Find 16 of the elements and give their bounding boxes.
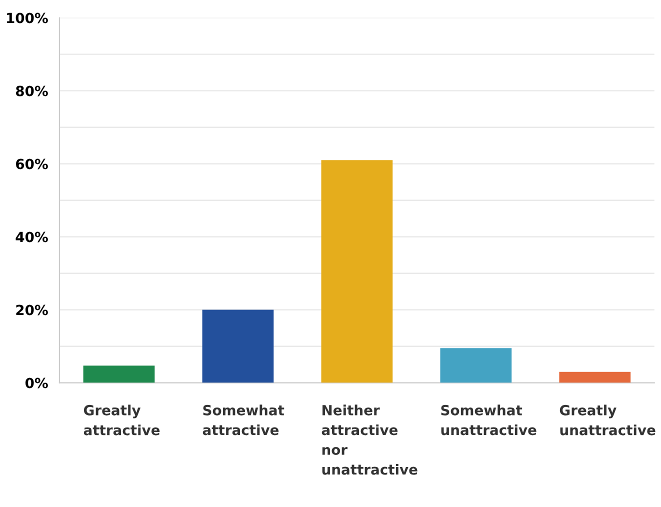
y-tick-label: 80% <box>16 86 48 96</box>
x-tick-label: Greatly attractive <box>84 404 160 436</box>
y-tick-label: 40% <box>16 232 48 242</box>
y-tick-label: 60% <box>16 158 48 170</box>
y-tick-label: 0% <box>25 378 48 388</box>
y-tick-label: 20% <box>16 304 48 316</box>
bar <box>83 366 155 383</box>
x-tick-label: Neither attractive nor unattractive <box>322 404 418 475</box>
x-tick-label: Somewhat attractive <box>202 404 284 436</box>
x-tick-label: Greatly unattractive <box>560 404 656 436</box>
bar <box>202 310 274 383</box>
y-tick-label: 100% <box>7 12 48 24</box>
x-tick-label: Somewhat unattractive <box>441 404 536 436</box>
bar <box>440 348 512 383</box>
bar <box>559 372 631 383</box>
bar <box>321 160 393 383</box>
